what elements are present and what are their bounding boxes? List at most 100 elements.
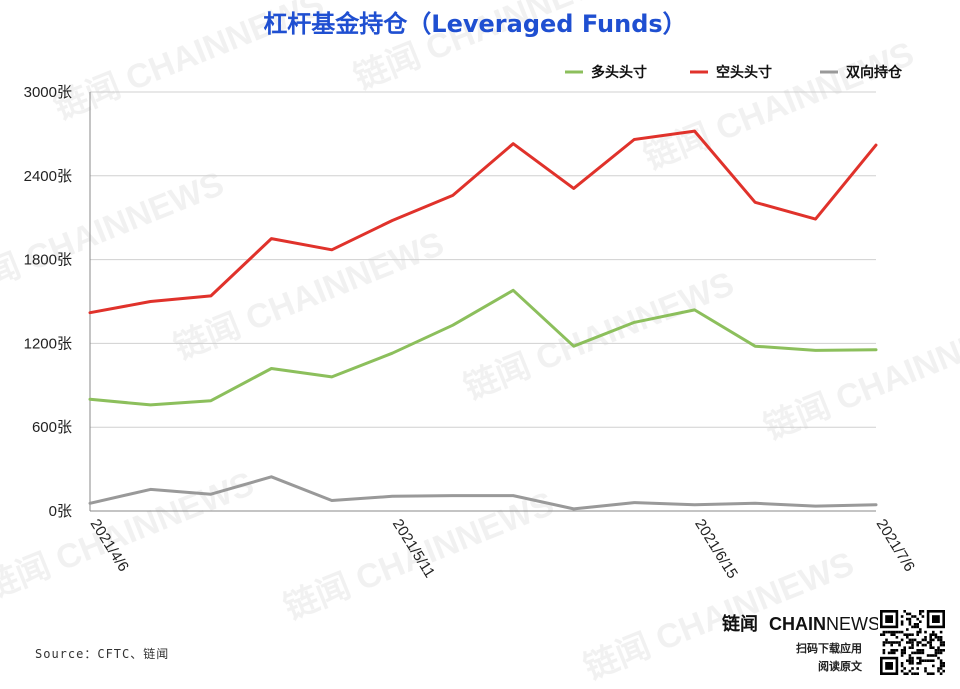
qr-module — [887, 651, 891, 655]
qr-module — [942, 643, 945, 647]
qr-module — [937, 638, 940, 642]
qr-module — [908, 633, 912, 636]
qr-module — [932, 630, 935, 634]
qr-module — [939, 664, 943, 668]
qr-module — [908, 646, 912, 649]
qr-module — [908, 620, 912, 623]
qr-module — [934, 651, 938, 655]
qr-module — [942, 662, 945, 665]
qr-module — [887, 630, 891, 634]
qr-module — [919, 628, 922, 631]
qr-module — [880, 633, 883, 636]
qr-module — [916, 623, 919, 626]
qr-module — [932, 672, 935, 675]
qr-module — [908, 662, 912, 665]
qr-finder-core — [885, 615, 893, 623]
qr-module — [916, 641, 919, 644]
qr-module — [932, 654, 935, 657]
qr-module — [916, 617, 919, 621]
qr-module — [900, 623, 904, 626]
qr-module — [890, 630, 893, 634]
qr-module — [908, 641, 912, 644]
qr-module — [911, 656, 914, 660]
qr-module — [924, 669, 927, 673]
watermark-text: 链闻 CHAINNEWS — [0, 165, 229, 308]
qr-module — [908, 638, 912, 642]
brand-line-1: 扫码下载应用 — [796, 641, 862, 655]
source-note: Source：CFTC、链闻 — [35, 646, 169, 661]
qr-module — [893, 633, 896, 636]
qr-module — [911, 633, 914, 636]
qr-module — [919, 659, 922, 662]
qr-module — [924, 638, 927, 642]
qr-module — [939, 659, 943, 662]
qr-module — [900, 664, 904, 668]
brand-logo: 链闻 CHAINNEWS — [722, 613, 880, 634]
qr-code[interactable] — [878, 608, 947, 677]
qr-module — [916, 649, 919, 652]
series-line — [88, 475, 878, 511]
qr-module — [890, 643, 893, 647]
qr-module — [887, 641, 891, 644]
qr-module — [921, 659, 925, 662]
qr-module — [911, 615, 914, 618]
qr-module — [906, 628, 909, 631]
qr-module — [893, 630, 896, 634]
qr-module — [882, 649, 886, 652]
qr-module — [906, 641, 909, 644]
y-tick-label: 0张 — [49, 503, 72, 520]
legend-label: 双向持仓 — [846, 64, 903, 81]
qr-module — [919, 630, 922, 634]
qr-module — [919, 612, 922, 616]
qr-module — [913, 651, 917, 655]
qr-module — [929, 643, 932, 647]
grid — [89, 91, 876, 512]
qr-module — [906, 672, 909, 675]
qr-module — [900, 620, 904, 623]
watermark-text: 链闻 CHAINNEWS — [639, 35, 919, 178]
qr-module — [885, 630, 888, 634]
y-axis: 0张 600张 1200张 1800张 2400张 3000张 — [24, 84, 72, 520]
qr-module — [921, 651, 925, 655]
qr-module — [919, 610, 922, 613]
qr-module — [916, 643, 919, 647]
qr-module — [913, 615, 917, 618]
qr-module — [929, 633, 932, 636]
qr-module — [900, 662, 904, 665]
qr-module — [900, 669, 904, 673]
qr-module — [916, 662, 919, 665]
qr-module — [926, 641, 930, 644]
qr-module — [932, 633, 935, 636]
qr-module — [934, 633, 938, 636]
qr-module — [921, 610, 925, 613]
qr-module — [924, 630, 927, 634]
brand-en-1: CHAIN — [769, 614, 826, 634]
brand-cn: 链闻 — [722, 613, 758, 634]
x-tick-label: 2021/6/15 — [691, 516, 741, 582]
qr-module — [900, 630, 904, 634]
qr-module — [934, 654, 938, 657]
qr-module — [926, 659, 930, 662]
qr-module — [906, 636, 909, 639]
qr-module — [926, 654, 930, 657]
qr-module — [932, 646, 935, 649]
qr-module — [939, 638, 943, 642]
qr-module — [903, 646, 906, 649]
qr-module — [916, 630, 919, 634]
series-line — [88, 129, 878, 315]
qr-module — [900, 651, 904, 655]
qr-module — [913, 625, 917, 629]
qr-module — [921, 643, 925, 647]
qr-finder-core — [932, 615, 940, 623]
qr-module — [882, 651, 886, 655]
qr-module — [939, 649, 943, 652]
qr-module — [893, 651, 896, 655]
qr-module — [895, 630, 899, 634]
qr-module — [929, 638, 932, 642]
qr-module — [929, 672, 932, 675]
qr-module — [937, 667, 940, 670]
qr-module — [903, 633, 906, 636]
qr-module — [903, 672, 906, 675]
qr-module — [916, 667, 919, 670]
qr-module — [911, 667, 914, 670]
